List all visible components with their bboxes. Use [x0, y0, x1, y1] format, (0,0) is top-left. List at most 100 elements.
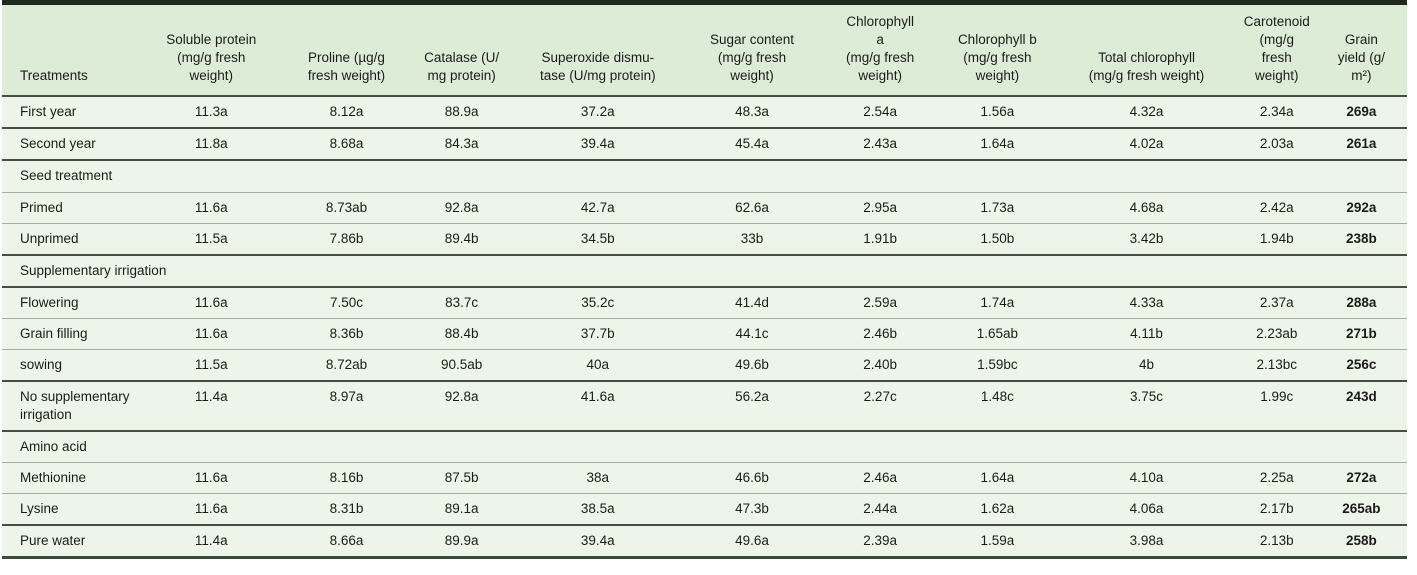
column-header-carotenoid: Carotenoid (mg/g fresh weight): [1237, 2, 1316, 98]
table-row: Flowering 11.6a 7.50c 83.7c 35.2c 41.4d 2.59a 1…: [2, 286, 1407, 319]
cell-value: 2.23ab: [1237, 318, 1316, 350]
cell-grain-yield: 272a: [1315, 462, 1407, 495]
cell-grain-yield: 292a: [1315, 192, 1407, 224]
cell-grain-yield: 256c: [1315, 349, 1407, 383]
cell-value: 2.13b: [1259, 533, 1294, 549]
cell-value: 2.40b: [821, 349, 940, 383]
column-header-grain-yield: Grain yield (g/ m²): [1315, 2, 1407, 98]
cell-value: 2.17b: [1237, 493, 1316, 527]
table-row: First year 11.3a 8.12a 88.9a 37.2a 48.3a 2.54a…: [2, 96, 1407, 130]
cell-value: 89.1a: [410, 493, 513, 527]
cell-value: 49.6a: [735, 533, 769, 549]
cell-value: 3.75c: [1055, 381, 1238, 433]
cell-value: 2.37a: [1237, 286, 1316, 319]
cell-value: 8.66a: [329, 533, 364, 549]
cell-value: 4.02a: [1055, 128, 1238, 162]
cell-value: 11.4a: [194, 533, 228, 549]
cell-value: 48.3a: [682, 96, 822, 130]
cell-value: 56.2a: [682, 381, 822, 433]
cell-value: 1.99c: [1237, 381, 1316, 433]
table-row: No supplementary irrigation 11.4a 8.97a 92.…: [2, 381, 1407, 433]
cell-value: 38a: [512, 462, 683, 495]
cell-value: 46.6b: [682, 462, 822, 495]
cell-value: 1.62a: [939, 493, 1056, 527]
cell-value: 1.64a: [939, 128, 1056, 162]
cell-value: 4.33a: [1055, 286, 1238, 319]
cell-value: 1.73a: [939, 192, 1056, 224]
cell-value: 2.13bc: [1237, 349, 1316, 383]
cell-value: 2.39a: [863, 533, 898, 549]
row-label: Methionine: [2, 462, 141, 495]
section-row: Supplementary irrigation: [2, 254, 1407, 288]
cell-value: 83.7c: [410, 286, 513, 319]
cell-value: 11.4a: [140, 381, 283, 433]
cell-value: 8.31b: [282, 493, 411, 527]
cell-value: 41.6a: [512, 381, 683, 433]
cell-value: 33b: [682, 223, 822, 256]
table-row: Grain filling 11.6a 8.36b 88.4b 37.7b 44.1c 2.…: [2, 318, 1407, 350]
cell-value: 87.5b: [410, 462, 513, 495]
cell-value: 3.98a: [1129, 533, 1164, 549]
cell-value: 11.5a: [140, 349, 283, 383]
row-label: Grain filling: [2, 318, 141, 350]
cell-value: 11.3a: [140, 96, 283, 130]
cell-grain-yield: 261a: [1315, 128, 1407, 162]
table-row: sowing 11.5a 8.72ab 90.5ab 40a 49.6b 2.40b 1.59…: [2, 349, 1407, 383]
cell-value: 1.64a: [939, 462, 1056, 495]
section-label: Seed treatment: [2, 160, 1407, 193]
cell-value: 4b: [1055, 349, 1238, 383]
cell-value: 11.5a: [140, 223, 283, 256]
table-row: Lysine 11.6a 8.31b 89.1a 38.5a 47.3b 2.44a 1.62…: [2, 493, 1407, 527]
column-header-superoxide-dismutase: Superoxide dismu- tase (U/mg protein): [512, 2, 683, 98]
cell-value: 2.59a: [821, 286, 940, 319]
table-row: Second year 11.8a 8.68a 84.3a 39.4a 45.4a 2.43…: [2, 128, 1407, 162]
cell-grain-yield: 271b: [1315, 318, 1407, 350]
cell-value: 88.4b: [410, 318, 513, 350]
row-label: First year: [2, 96, 141, 130]
cell-value: 2.46b: [821, 318, 940, 350]
cell-value: 8.73ab: [282, 192, 411, 224]
cell-value: 2.46a: [821, 462, 940, 495]
row-label: Pure water: [20, 533, 86, 549]
cell-value: 8.72ab: [282, 349, 411, 383]
cell-value: 89.4b: [410, 223, 513, 256]
cell-value: 3.42b: [1055, 223, 1238, 256]
column-header-proline: Proline (µg/g fresh weight): [282, 2, 411, 98]
cell-value: 40a: [512, 349, 683, 383]
cell-value: 11.6a: [140, 493, 283, 527]
column-header-chlorophyll-a: Chlorophyll a (mg/g fresh weight): [821, 2, 940, 98]
cell-value: 11.6a: [140, 286, 283, 319]
section-row: Amino acid: [2, 431, 1407, 464]
cell-value: 1.91b: [821, 223, 940, 256]
cell-value: 11.6a: [140, 318, 283, 350]
cell-value: 62.6a: [682, 192, 822, 224]
cell-value: 37.2a: [512, 96, 683, 130]
cell-value: 90.5ab: [410, 349, 513, 383]
cell-value: 11.8a: [140, 128, 283, 162]
cell-grain-yield: 243d: [1315, 381, 1407, 433]
results-table-container: Treatments Soluble protein (mg/g fresh w…: [2, 0, 1407, 560]
cell-value: 88.9a: [410, 96, 513, 130]
cell-value: 2.95a: [821, 192, 940, 224]
cell-grain-yield: 258b: [1346, 533, 1377, 549]
row-label: No supplementary irrigation: [2, 381, 141, 433]
cell-value: 2.43a: [821, 128, 940, 162]
cell-value: 92.8a: [410, 381, 513, 433]
row-label: sowing: [2, 349, 141, 383]
row-label: Lysine: [2, 493, 141, 527]
cell-value: 11.6a: [140, 192, 283, 224]
cell-value: 4.06a: [1055, 493, 1238, 527]
cell-value: 7.50c: [282, 286, 411, 319]
table-header: Treatments Soluble protein (mg/g fresh w…: [2, 2, 1407, 98]
row-label: Primed: [2, 192, 141, 224]
cell-value: 4.11b: [1055, 318, 1238, 350]
cell-value: 1.74a: [939, 286, 1056, 319]
table-row: Methionine 11.6a 8.16b 87.5b 38a 46.6b 2.46a 1.…: [2, 462, 1407, 495]
cell-grain-yield: 265ab: [1315, 493, 1407, 527]
cell-value: 34.5b: [512, 223, 683, 256]
cell-value: 42.7a: [512, 192, 683, 224]
cell-grain-yield: 238b: [1315, 223, 1407, 256]
column-header-sugar-content: Sugar content (mg/g fresh weight): [682, 2, 822, 98]
cell-value: 47.3b: [682, 493, 822, 527]
cell-value: 1.48c: [939, 381, 1056, 433]
